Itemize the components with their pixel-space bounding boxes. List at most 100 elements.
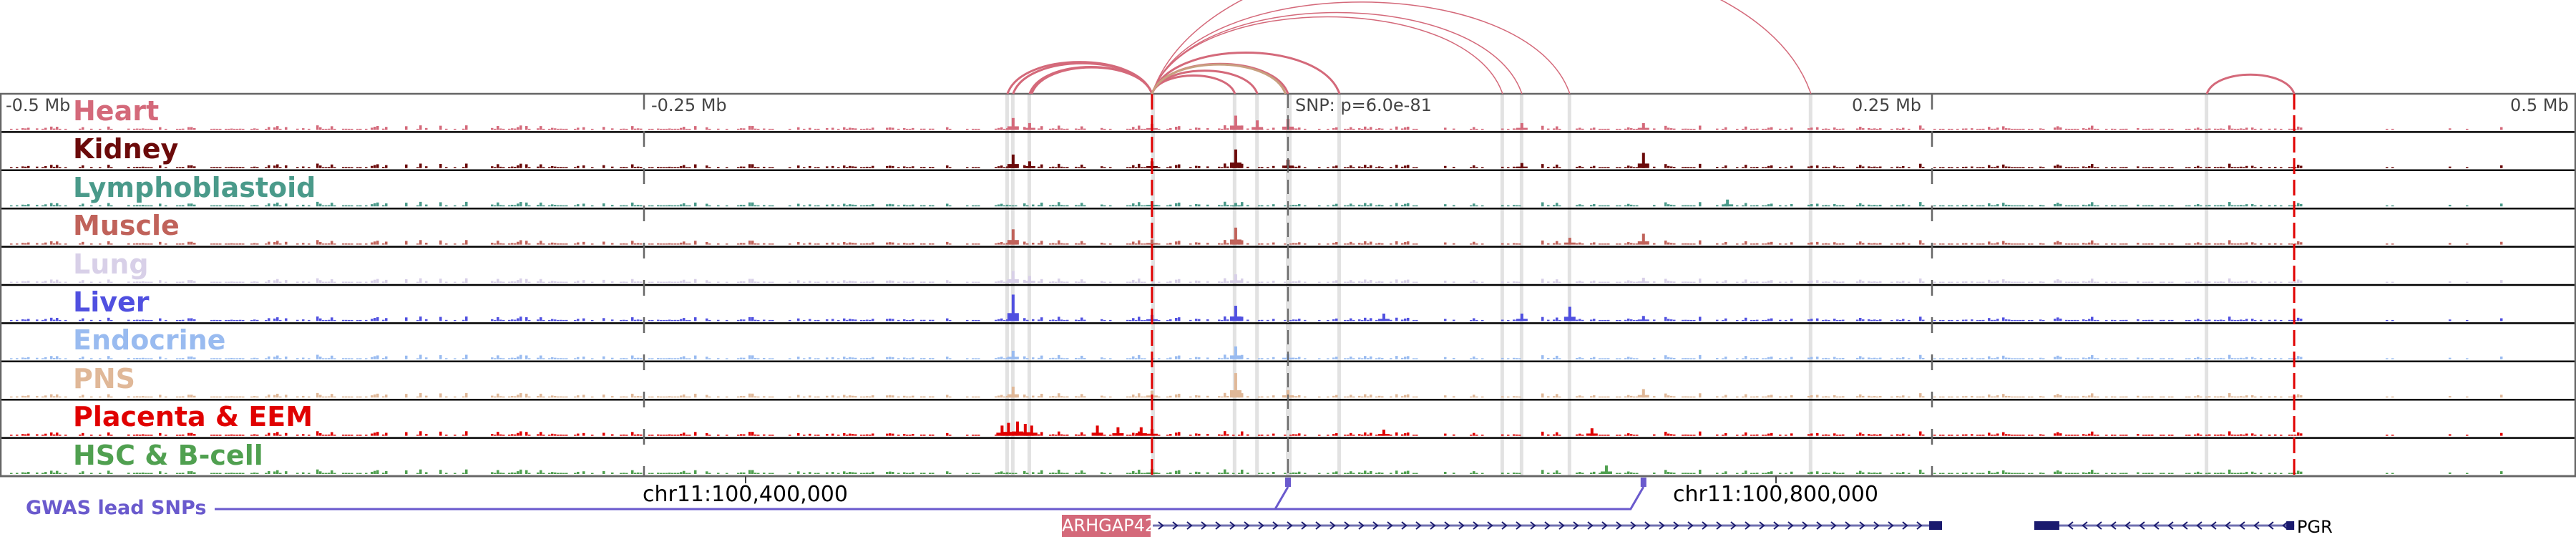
signal-bar	[462, 358, 465, 359]
signal-bar	[1908, 128, 1911, 130]
signal-bar	[1785, 319, 1787, 321]
signal-bar	[1919, 163, 1922, 168]
signal-bar	[2082, 128, 2085, 130]
signal-bar	[2291, 128, 2294, 130]
signal-bar	[21, 395, 24, 398]
signal-bar	[1965, 205, 1968, 207]
signal-bar	[150, 128, 153, 130]
signal-bar	[1996, 127, 1999, 130]
signal-bar	[1101, 242, 1103, 245]
signal-bar	[2200, 319, 2202, 321]
signal-bar	[1684, 319, 1687, 321]
gene-label-arhgap42[interactable]: ARHGAP42	[1062, 515, 1156, 537]
signal-bar	[1453, 281, 1455, 283]
signal-bar	[454, 128, 457, 130]
signal-bar	[826, 434, 829, 436]
signal-peak	[1139, 427, 1143, 436]
signal-bar	[2088, 395, 2091, 398]
signal-bar	[499, 473, 502, 474]
signal-bar	[2391, 396, 2394, 398]
signal-bar	[582, 318, 585, 321]
signal-bar	[2200, 358, 2202, 359]
signal-bar	[1996, 165, 1999, 168]
signal-peak-shoulder	[1146, 243, 1158, 245]
signal-bar	[854, 357, 857, 359]
signal-bar	[582, 432, 585, 436]
signal-bar	[2085, 358, 2088, 359]
signal-bar	[265, 435, 268, 436]
signal-bar	[462, 396, 465, 398]
signal-bar	[491, 281, 494, 283]
signal-bar	[1862, 395, 1865, 398]
signal-bar	[826, 319, 829, 321]
signal-bar	[1581, 281, 1584, 283]
signal-bar	[2016, 319, 2019, 321]
signal-bar	[1653, 166, 1656, 168]
signal-bar	[972, 205, 975, 207]
signal-bar	[1976, 435, 1979, 436]
signal-bar	[1052, 166, 1055, 168]
signal-bar	[763, 357, 766, 359]
signal-bar	[242, 205, 245, 207]
signal-bar	[2254, 358, 2257, 359]
signal-bar	[331, 470, 333, 474]
signal-bar	[717, 396, 720, 398]
signal-bar	[176, 358, 179, 359]
signal-bar	[1006, 472, 1009, 474]
signal-bar	[1327, 205, 1330, 207]
strand-chevron	[1172, 521, 1179, 530]
signal-bar	[1753, 281, 1756, 283]
signal-bar	[2019, 435, 2022, 436]
signal-bar	[2231, 128, 2234, 130]
signal-bar	[923, 434, 926, 436]
signal-bar	[565, 396, 568, 398]
signal-bar	[1267, 473, 1269, 474]
signal-bar	[688, 167, 691, 168]
signal-bar	[2228, 278, 2231, 283]
signal-bar	[708, 358, 711, 359]
signal-bar	[296, 205, 299, 207]
signal-bar	[1444, 280, 1447, 283]
signal-bar	[2240, 281, 2243, 283]
signal-bar	[1919, 278, 1922, 283]
signal-bar	[602, 432, 605, 436]
signal-bar	[1633, 473, 1636, 474]
signal-bar	[1101, 395, 1103, 398]
signal-bar	[1038, 128, 1040, 130]
signal-bar	[2039, 243, 2042, 245]
signal-bar	[136, 434, 139, 436]
signal-bar	[1690, 205, 1693, 207]
signal-bar	[2091, 240, 2094, 245]
signal-bar	[36, 357, 39, 359]
signal-bar	[273, 433, 276, 436]
signal-bar	[2240, 243, 2243, 245]
gene-label-pgr[interactable]: PGR	[2297, 517, 2333, 537]
signal-bar	[2028, 243, 2031, 245]
signal-bar	[1129, 319, 1132, 321]
signal-bar	[542, 435, 545, 436]
signal-bar	[946, 280, 949, 283]
signal-bar	[949, 243, 952, 245]
signal-bar	[302, 472, 305, 474]
signal-bar	[1619, 167, 1621, 168]
signal-bar	[1962, 166, 1965, 168]
signal-bar	[657, 434, 660, 436]
signal-bar	[2297, 165, 2300, 168]
signal-bar	[385, 395, 388, 398]
signal-bar	[1267, 205, 1269, 207]
signal-bar	[1979, 243, 1982, 245]
signal-bar	[2449, 128, 2451, 130]
signal-bar	[1842, 281, 1845, 283]
signal-bar	[2280, 205, 2283, 207]
signal-bar	[517, 165, 519, 168]
signal-bar	[1378, 472, 1381, 474]
signal-bar	[886, 319, 889, 321]
signal-bar	[1876, 205, 1879, 207]
signal-bar	[677, 243, 680, 245]
signal-bar	[860, 128, 863, 130]
signal-bar	[2094, 473, 2097, 474]
signal-bar	[1103, 358, 1106, 359]
signal-bar	[2168, 167, 2171, 168]
signal-bar	[2294, 281, 2297, 283]
signal-bar	[1994, 434, 1996, 436]
